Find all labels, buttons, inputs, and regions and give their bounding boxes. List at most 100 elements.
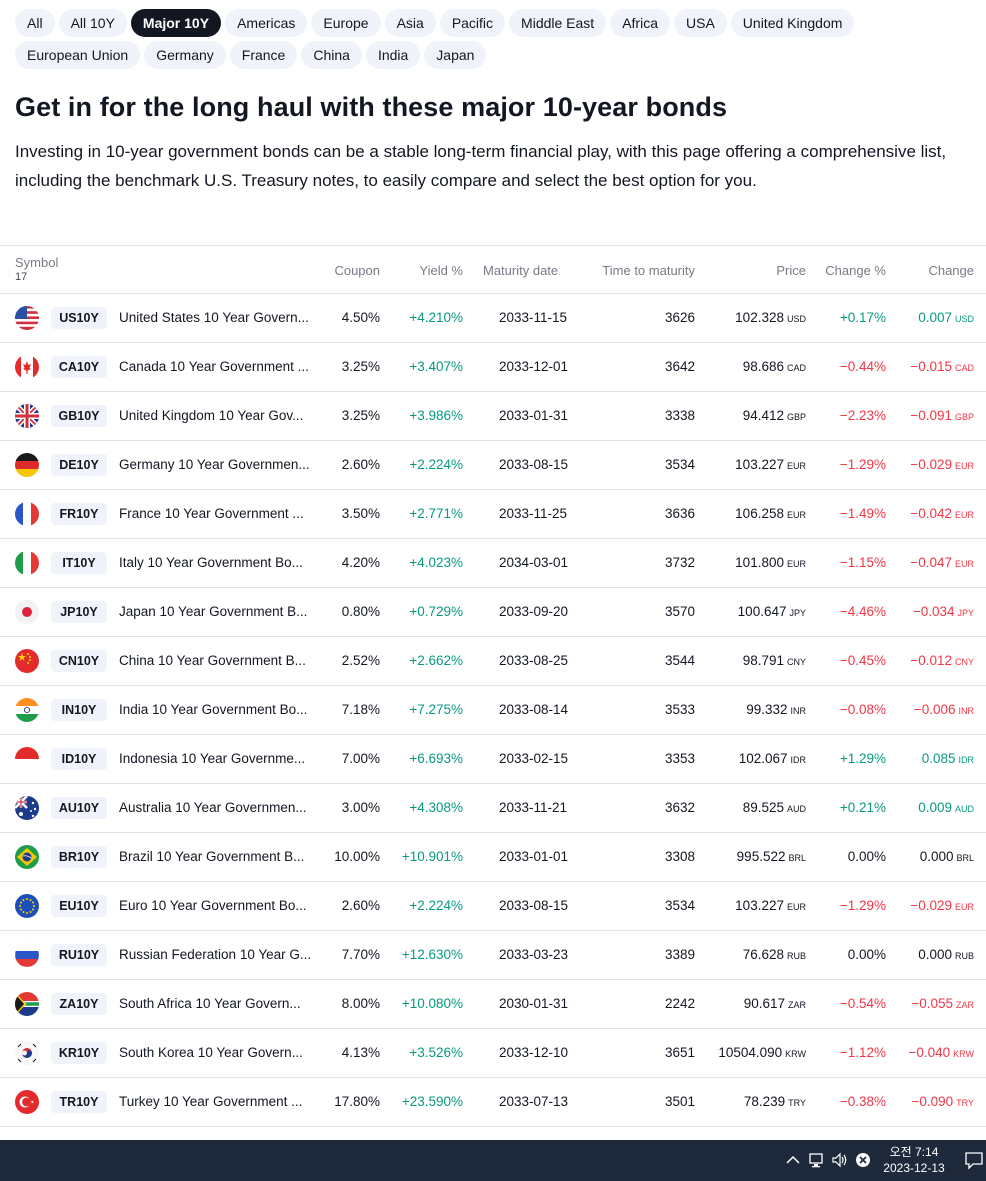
filter-chip-all-10y[interactable]: All 10Y — [58, 9, 127, 37]
table-row[interactable]: BR10Y Brazil 10 Year Government B... 10.00… — [0, 833, 986, 882]
ticker-badge[interactable]: GB10Y — [51, 405, 107, 427]
change-currency: CAD — [954, 363, 974, 373]
table-row[interactable]: KR10Y South Korea 10 Year Govern... 4.13% +… — [0, 1029, 986, 1078]
header-change-percent[interactable]: Change % — [825, 263, 886, 278]
bond-name-link[interactable]: Australia 10 Year Governmen... — [119, 800, 307, 815]
notification-icon[interactable] — [964, 1150, 984, 1170]
network-icon[interactable] — [808, 1151, 826, 1169]
change-currency: ZAR — [956, 1000, 974, 1010]
header-price[interactable]: Price — [776, 263, 806, 278]
filter-chip-japan[interactable]: Japan — [424, 41, 487, 69]
ticker-badge[interactable]: IN10Y — [51, 699, 107, 721]
maturity-cell: 2033-11-21 — [499, 800, 568, 815]
change-cell: −0.015 CAD — [910, 343, 974, 392]
ticker-badge[interactable]: AU10Y — [51, 797, 107, 819]
bond-name-link[interactable]: United States 10 Year Govern... — [119, 310, 309, 325]
header-yield[interactable]: Yield % — [419, 263, 463, 278]
bond-name-link[interactable]: China 10 Year Government B... — [119, 653, 306, 668]
header-coupon[interactable]: Coupon — [334, 263, 380, 278]
ticker-badge[interactable]: EU10Y — [51, 895, 107, 917]
taskbar-clock[interactable]: 오전 7:14 2023-12-13 — [878, 1144, 950, 1176]
filter-chip-united-kingdom[interactable]: United Kingdom — [730, 9, 855, 37]
filter-chip-major-10y[interactable]: Major 10Y — [130, 9, 222, 37]
filter-chip-americas[interactable]: Americas — [225, 9, 308, 37]
ticker-badge[interactable]: DE10Y — [51, 454, 107, 476]
filter-chip-usa[interactable]: USA — [674, 9, 727, 37]
table-row[interactable]: IT10Y Italy 10 Year Government Bo... 4.20%… — [0, 539, 986, 588]
filter-chip-germany[interactable]: Germany — [144, 41, 226, 69]
table-row[interactable]: US10Y United States 10 Year Govern... 4.50… — [0, 294, 986, 343]
coupon-cell: 7.18% — [341, 702, 380, 717]
bond-name-link[interactable]: Euro 10 Year Government Bo... — [119, 898, 307, 913]
bond-name-link[interactable]: South Africa 10 Year Govern... — [119, 996, 301, 1011]
table-row[interactable]: DE10Y Germany 10 Year Governmen... 2.60% +2… — [0, 441, 986, 490]
header-maturity[interactable]: Maturity date — [483, 263, 559, 278]
filter-chip-china[interactable]: China — [301, 41, 362, 69]
table-row[interactable]: ZA10Y South Africa 10 Year Govern... 8.00%… — [0, 980, 986, 1029]
table-row[interactable]: ID10Y Indonesia 10 Year Governme... 7.00% +… — [0, 735, 986, 784]
bond-name-link[interactable]: Japan 10 Year Government B... — [119, 604, 308, 619]
flag-ca-icon — [15, 355, 39, 379]
table-row[interactable]: IN10Y India 10 Year Government Bo... 7.18%… — [0, 686, 986, 735]
change-percent-cell: 0.00% — [847, 849, 886, 864]
header-change[interactable]: Change — [928, 263, 974, 278]
yield-cell: +23.590% — [401, 1094, 463, 1109]
table-row[interactable]: TR10Y Turkey 10 Year Government ... 17.80%… — [0, 1078, 986, 1127]
filter-chip-pacific[interactable]: Pacific — [439, 9, 506, 37]
bond-name-link[interactable]: Canada 10 Year Government ... — [119, 359, 309, 374]
close-circle-icon[interactable] — [854, 1151, 872, 1169]
filter-chip-europe[interactable]: Europe — [311, 9, 381, 37]
header-time-to-maturity[interactable]: Time to maturity — [602, 263, 695, 278]
volume-icon[interactable] — [831, 1151, 849, 1169]
ticker-badge[interactable]: ID10Y — [51, 748, 107, 770]
maturity-cell: 2033-01-31 — [499, 408, 569, 423]
filter-chip-india[interactable]: India — [365, 41, 421, 69]
ticker-badge[interactable]: ZA10Y — [51, 993, 107, 1015]
table-row[interactable]: GB10Y United Kingdom 10 Year Gov... 3.25% +… — [0, 392, 986, 441]
ticker-badge[interactable]: IT10Y — [51, 552, 107, 574]
filter-chip-asia[interactable]: Asia — [384, 9, 436, 37]
bond-name-link[interactable]: Indonesia 10 Year Governme... — [119, 751, 306, 766]
change-cell: −0.042 EUR — [910, 490, 974, 539]
ticker-badge[interactable]: RU10Y — [51, 944, 107, 966]
bond-name-link[interactable]: France 10 Year Government ... — [119, 506, 304, 521]
flag-gb-icon — [15, 404, 39, 428]
bond-name-link[interactable]: Brazil 10 Year Government B... — [119, 849, 305, 864]
bond-name-link[interactable]: Italy 10 Year Government Bo... — [119, 555, 303, 570]
chevron-up-icon[interactable] — [784, 1151, 802, 1169]
ticker-badge[interactable]: FR10Y — [51, 503, 107, 525]
table-row[interactable]: EU10Y Euro 10 Year Government Bo... 2.60% +… — [0, 882, 986, 931]
ticker-badge[interactable]: TR10Y — [51, 1091, 107, 1113]
bond-name-link[interactable]: India 10 Year Government Bo... — [119, 702, 308, 717]
ticker-badge[interactable]: CN10Y — [51, 650, 107, 672]
ticker-badge[interactable]: JP10Y — [51, 601, 107, 623]
filter-chip-africa[interactable]: Africa — [610, 9, 670, 37]
ticker-badge[interactable]: US10Y — [51, 307, 107, 329]
maturity-cell: 2033-08-25 — [499, 653, 569, 668]
ticker-badge[interactable]: KR10Y — [51, 1042, 107, 1064]
table-row[interactable]: JP10Y Japan 10 Year Government B... 0.80% +… — [0, 588, 986, 637]
filter-chip-france[interactable]: France — [229, 41, 298, 69]
price-currency: GBP — [786, 412, 806, 422]
ticker-badge[interactable]: CA10Y — [51, 356, 107, 378]
filter-chip-middle-east[interactable]: Middle East — [509, 9, 607, 37]
price-value: 99.332 — [746, 702, 788, 717]
filter-chip-all[interactable]: All — [15, 9, 55, 37]
table-row[interactable]: FR10Y France 10 Year Government ... 3.50% +… — [0, 490, 986, 539]
price-currency: EUR — [786, 461, 806, 471]
bond-name-link[interactable]: United Kingdom 10 Year Gov... — [119, 408, 304, 423]
table-row[interactable]: AU10Y Australia 10 Year Governmen... 3.00%… — [0, 784, 986, 833]
table-row[interactable]: CA10Y Canada 10 Year Government ... 3.25% +… — [0, 343, 986, 392]
header-symbol[interactable]: Symbol 17 — [15, 255, 59, 283]
ticker-badge[interactable]: BR10Y — [51, 846, 107, 868]
bond-name-link[interactable]: South Korea 10 Year Govern... — [119, 1045, 303, 1060]
filter-chip-european-union[interactable]: European Union — [15, 41, 141, 69]
price-cell: 100.647 JPY — [738, 588, 806, 637]
table-row[interactable]: CN10Y China 10 Year Government B... 2.52% +… — [0, 637, 986, 686]
table-row[interactable]: RU10Y Russian Federation 10 Year G... 7.70… — [0, 931, 986, 980]
bond-name-link[interactable]: Russian Federation 10 Year G... — [119, 947, 312, 962]
bond-name-link[interactable]: Germany 10 Year Governmen... — [119, 457, 310, 472]
change-currency: USD — [954, 314, 974, 324]
bond-name-link[interactable]: Turkey 10 Year Government ... — [119, 1094, 303, 1109]
change-percent-cell: −1.29% — [839, 457, 886, 472]
